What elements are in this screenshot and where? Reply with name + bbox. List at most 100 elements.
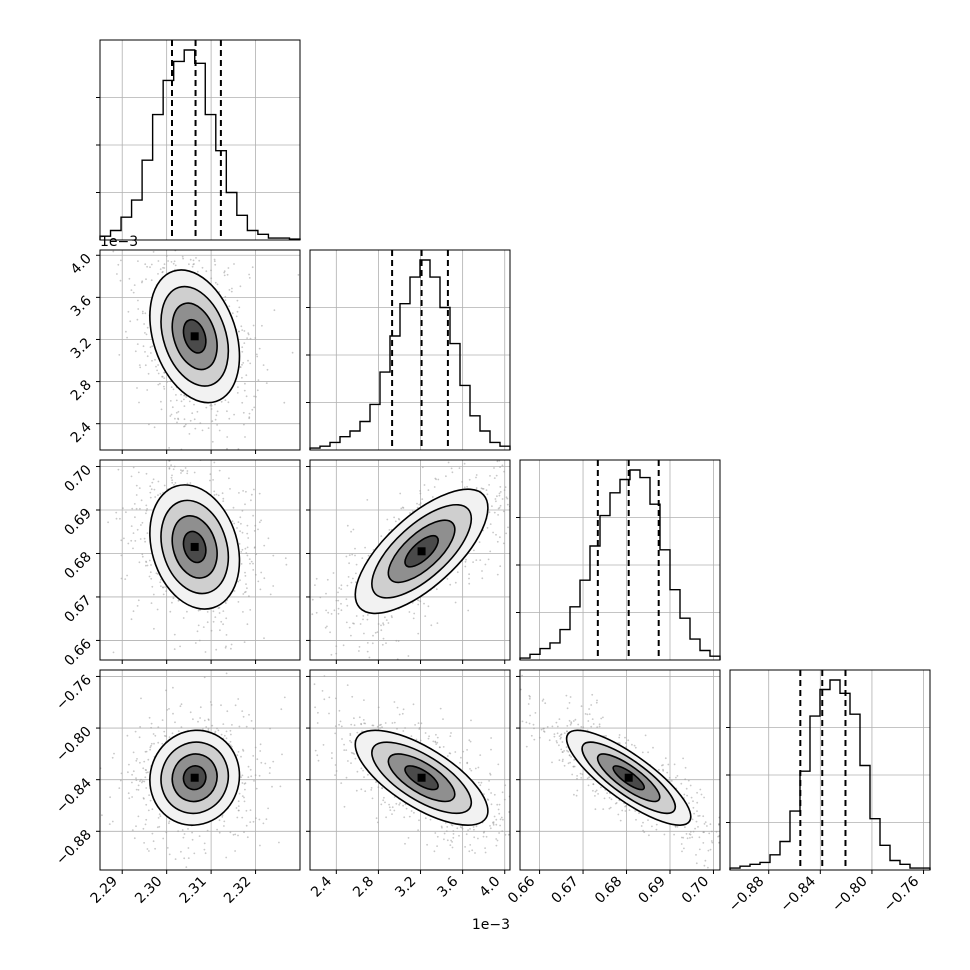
- sample-point: [385, 816, 387, 819]
- sample-point: [197, 624, 200, 627]
- sample-point: [498, 492, 501, 495]
- sample-point: [394, 520, 397, 523]
- x-tick-label: 2.4: [308, 873, 335, 900]
- sample-point: [385, 642, 387, 644]
- sample-point: [484, 563, 487, 566]
- sample-point: [267, 537, 270, 540]
- sample-point: [266, 368, 269, 371]
- sample-point: [600, 717, 603, 720]
- sample-point: [169, 223, 171, 225]
- sample-point: [248, 558, 251, 560]
- sample-point: [615, 802, 618, 804]
- sample-point: [198, 259, 201, 262]
- sample-point: [486, 493, 489, 496]
- sample-point: [580, 777, 583, 779]
- sample-point: [165, 426, 167, 428]
- sample-point: [154, 358, 156, 361]
- sample-point: [436, 741, 439, 744]
- sample-point: [176, 421, 178, 424]
- sample-point: [139, 507, 141, 510]
- sample-point: [370, 789, 373, 791]
- y-tick-label: 0.68: [61, 549, 94, 582]
- sample-point: [161, 742, 164, 745]
- sample-point: [238, 330, 240, 333]
- sample-point: [163, 388, 166, 390]
- sample-point: [592, 723, 595, 725]
- sample-point: [538, 736, 541, 739]
- sample-point: [684, 778, 687, 781]
- axes-frame: [309, 249, 511, 451]
- sample-point: [192, 457, 194, 459]
- sample-point: [146, 389, 149, 391]
- sample-point: [151, 832, 154, 835]
- sample-point: [263, 637, 265, 640]
- sample-point: [360, 767, 363, 770]
- sample-point: [210, 408, 213, 410]
- sample-point: [728, 817, 730, 819]
- sample-point: [113, 752, 115, 755]
- sample-point: [242, 715, 245, 718]
- sample-point: [182, 257, 185, 260]
- sample-point: [694, 827, 696, 830]
- sample-point: [571, 773, 574, 776]
- sample-point: [255, 553, 258, 556]
- sample-point: [255, 395, 257, 398]
- sample-point: [223, 820, 226, 823]
- sample-point: [169, 610, 172, 613]
- sample-point: [224, 694, 226, 696]
- sample-point: [417, 603, 420, 606]
- sample-point: [693, 812, 695, 815]
- sample-point: [595, 789, 598, 792]
- sample-point: [228, 417, 231, 420]
- sample-point: [355, 563, 358, 566]
- sample-point: [381, 787, 384, 790]
- sample-point: [500, 455, 502, 457]
- sample-point: [161, 375, 164, 378]
- sample-point: [326, 625, 328, 628]
- sample-point: [246, 532, 249, 535]
- sample-point: [708, 832, 711, 835]
- sample-point: [137, 815, 140, 818]
- sample-point: [343, 749, 346, 751]
- sample-point: [179, 645, 182, 648]
- sample-point: [551, 725, 554, 728]
- sample-point: [210, 704, 213, 706]
- sample-point: [683, 793, 686, 796]
- sample-point: [172, 597, 175, 600]
- sample-point: [416, 506, 419, 509]
- sample-point: [178, 208, 180, 210]
- sample-point: [696, 801, 699, 804]
- sample-point: [726, 837, 728, 839]
- sample-point: [250, 720, 253, 722]
- sample-point: [696, 810, 698, 812]
- sample-point: [544, 702, 547, 705]
- sample-point: [331, 757, 333, 760]
- sample-point: [340, 602, 342, 605]
- sample-point: [207, 427, 210, 429]
- sample-point: [511, 780, 513, 782]
- sample-point: [247, 765, 250, 768]
- sample-point: [127, 771, 129, 774]
- sample-point: [242, 611, 244, 613]
- sample-point: [396, 727, 398, 730]
- sample-point: [500, 816, 503, 819]
- axes-frame: [99, 669, 301, 871]
- sample-point: [561, 741, 564, 743]
- sample-point: [128, 451, 130, 453]
- y-tick-label: 0.70: [61, 462, 94, 495]
- sample-point: [472, 826, 475, 828]
- sample-point: [580, 705, 583, 708]
- sample-point: [393, 701, 396, 703]
- sample-point: [157, 741, 160, 744]
- sample-point: [568, 702, 571, 704]
- sample-point: [366, 650, 369, 653]
- sample-point: [234, 850, 237, 852]
- sample-point: [470, 719, 472, 722]
- sample-point: [245, 374, 248, 377]
- sample-point: [350, 741, 353, 744]
- sample-point: [173, 484, 175, 486]
- sample-point: [588, 708, 590, 710]
- sample-point: [488, 511, 491, 514]
- density-panel-content: [100, 208, 300, 450]
- sample-point: [587, 720, 590, 722]
